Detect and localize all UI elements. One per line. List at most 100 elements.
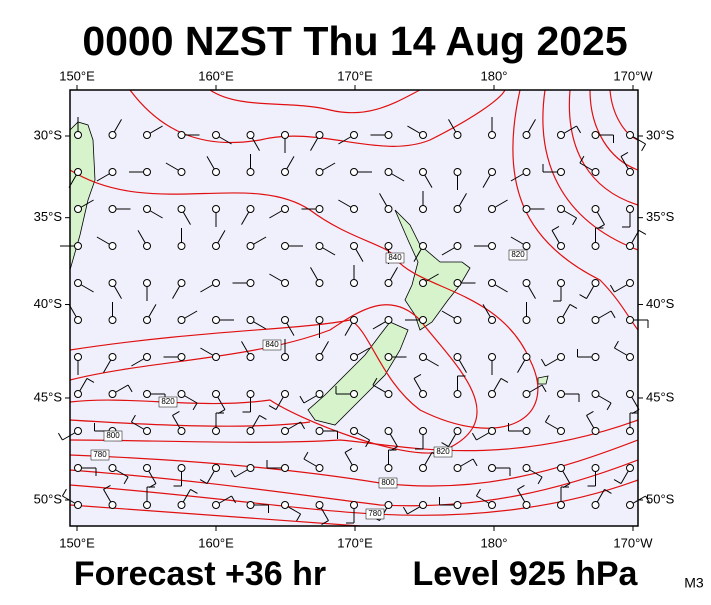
station (453, 131, 462, 139)
station (350, 316, 358, 324)
barb-flag (61, 488, 67, 497)
station (557, 427, 565, 435)
barb-flag (268, 405, 277, 411)
station (281, 316, 289, 324)
barb-flag (130, 414, 136, 423)
station (384, 501, 393, 509)
station (557, 242, 565, 250)
station (74, 242, 82, 250)
station (350, 131, 358, 139)
contour-label-box (385, 252, 405, 264)
barb-flag (192, 402, 198, 411)
station (177, 316, 186, 324)
station (212, 353, 220, 361)
station (557, 501, 565, 509)
station (246, 464, 255, 472)
station (177, 131, 186, 139)
station (384, 242, 393, 250)
station (246, 242, 255, 250)
station (74, 390, 82, 398)
station (591, 168, 600, 176)
station (74, 353, 82, 361)
station (522, 168, 531, 176)
station (74, 501, 82, 509)
station (315, 316, 324, 324)
station (143, 316, 151, 324)
station (108, 205, 117, 213)
title: 0000 NZST Thu 14 Aug 2025 (82, 18, 627, 64)
station (488, 205, 496, 213)
station (488, 501, 496, 509)
station (557, 279, 565, 287)
barb-flag (172, 410, 180, 416)
station (350, 427, 358, 435)
contour-label: 820 (161, 397, 175, 406)
lon-label: 160°E (198, 535, 234, 550)
forecast-label: Forecast +36 hr (74, 555, 326, 593)
model-code: M3 (684, 575, 704, 591)
station (350, 205, 358, 213)
contour-label-box (365, 508, 385, 520)
station (557, 390, 565, 398)
station (419, 316, 427, 324)
station (108, 501, 117, 509)
station (74, 427, 82, 435)
station (143, 390, 151, 398)
station (626, 279, 634, 287)
station (281, 279, 289, 287)
station (143, 279, 151, 287)
barb-flag (606, 402, 612, 411)
station (212, 390, 220, 398)
station (591, 501, 600, 509)
station (246, 205, 255, 213)
lat-label: 45°S (34, 389, 63, 404)
barb-flag (613, 479, 622, 485)
station (143, 168, 151, 176)
station (626, 501, 634, 509)
map-frame (69, 89, 639, 527)
station (419, 242, 427, 250)
station (143, 131, 151, 139)
lon-label: 180° (481, 535, 508, 550)
station (315, 427, 324, 435)
contour-label: 840 (388, 253, 402, 262)
station (488, 168, 496, 176)
station (384, 168, 393, 176)
station (177, 205, 186, 213)
barb-flag (441, 442, 449, 448)
station (626, 464, 634, 472)
level-label: Level 925 hPa (413, 555, 639, 593)
lat-label: 50°S (34, 491, 63, 506)
barb-flag (500, 377, 509, 383)
station (522, 464, 531, 472)
barb-flag (641, 143, 647, 152)
barb-flag (372, 377, 378, 386)
station (591, 242, 600, 250)
barb-flag (190, 488, 198, 494)
barb-flag (57, 432, 63, 441)
lon-label: 170°W (613, 68, 653, 83)
station (281, 242, 289, 250)
station (384, 279, 393, 287)
station (453, 168, 462, 176)
lat-label: 50°S (646, 491, 675, 506)
station (74, 279, 82, 287)
station (212, 427, 220, 435)
station (177, 464, 186, 472)
station (453, 205, 462, 213)
barb-flag (299, 395, 305, 404)
barb-flag (610, 310, 616, 319)
barb-flag (471, 432, 477, 441)
station (626, 131, 634, 139)
station (350, 353, 358, 361)
barb-flag (231, 495, 237, 504)
lat-label: 35°S (34, 209, 63, 224)
station (74, 464, 82, 472)
station (384, 316, 393, 324)
station (281, 464, 289, 472)
barb-flag (199, 479, 208, 485)
barb-flag (365, 439, 371, 448)
station (626, 316, 634, 324)
station (108, 279, 117, 287)
barb-flag (472, 458, 478, 467)
